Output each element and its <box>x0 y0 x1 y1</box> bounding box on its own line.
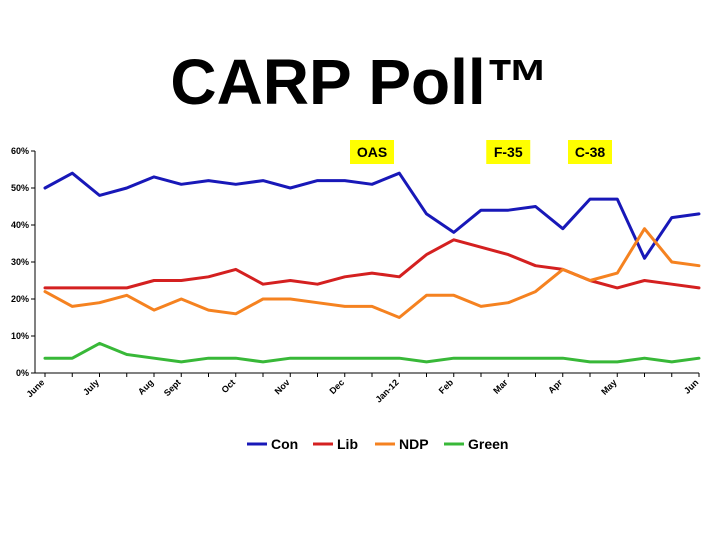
x-tick-label: Sept <box>162 377 183 398</box>
x-tick-label: Feb <box>437 377 456 396</box>
y-tick-label: 30% <box>11 257 29 267</box>
y-tick-label: 60% <box>11 146 29 156</box>
legend-label: Green <box>468 436 508 452</box>
annotation-box-f-35 <box>486 140 531 164</box>
chart-title: CARP Poll™ <box>170 46 550 118</box>
y-tick-label: 20% <box>11 294 29 304</box>
annotation-label: F-35 <box>494 144 523 160</box>
series-layer <box>43 171 701 364</box>
x-tick-label: Dec <box>327 377 346 396</box>
legend: Con Lib NDP Green <box>247 436 508 452</box>
annotation-label: OAS <box>357 144 387 160</box>
x-tick-label: July <box>81 377 101 397</box>
y-tick-label: 0% <box>16 368 29 378</box>
y-tick-label: 40% <box>11 220 29 230</box>
x-tick-label: Mar <box>491 377 510 396</box>
x-tick-label: Aug <box>136 377 155 396</box>
legend-label: NDP <box>399 436 429 452</box>
y-tick-label: 10% <box>11 331 29 341</box>
y-tick-label: 50% <box>11 183 29 193</box>
annotation-label: C-38 <box>575 144 606 160</box>
x-tick-label: Jan-12 <box>373 377 400 404</box>
legend-label: Lib <box>337 436 358 452</box>
x-tick-label: Oct <box>219 377 237 395</box>
legend-label: Con <box>271 436 298 452</box>
x-tick-label: May <box>599 377 618 396</box>
series-line-ndp <box>43 227 701 319</box>
x-tick-label: Jun <box>682 377 700 395</box>
x-tick-label: Nov <box>273 377 292 396</box>
series-line-con <box>43 171 701 260</box>
series-line-green <box>43 341 701 364</box>
x-tick-label: Apr <box>546 377 564 395</box>
annotation-box-oas <box>350 140 394 164</box>
annotation-box-c-38 <box>568 140 612 164</box>
series-line-lib <box>43 238 701 290</box>
annotation-layer: OAS F-35 C-38 <box>350 140 612 164</box>
x-tick-label: June <box>24 377 46 399</box>
